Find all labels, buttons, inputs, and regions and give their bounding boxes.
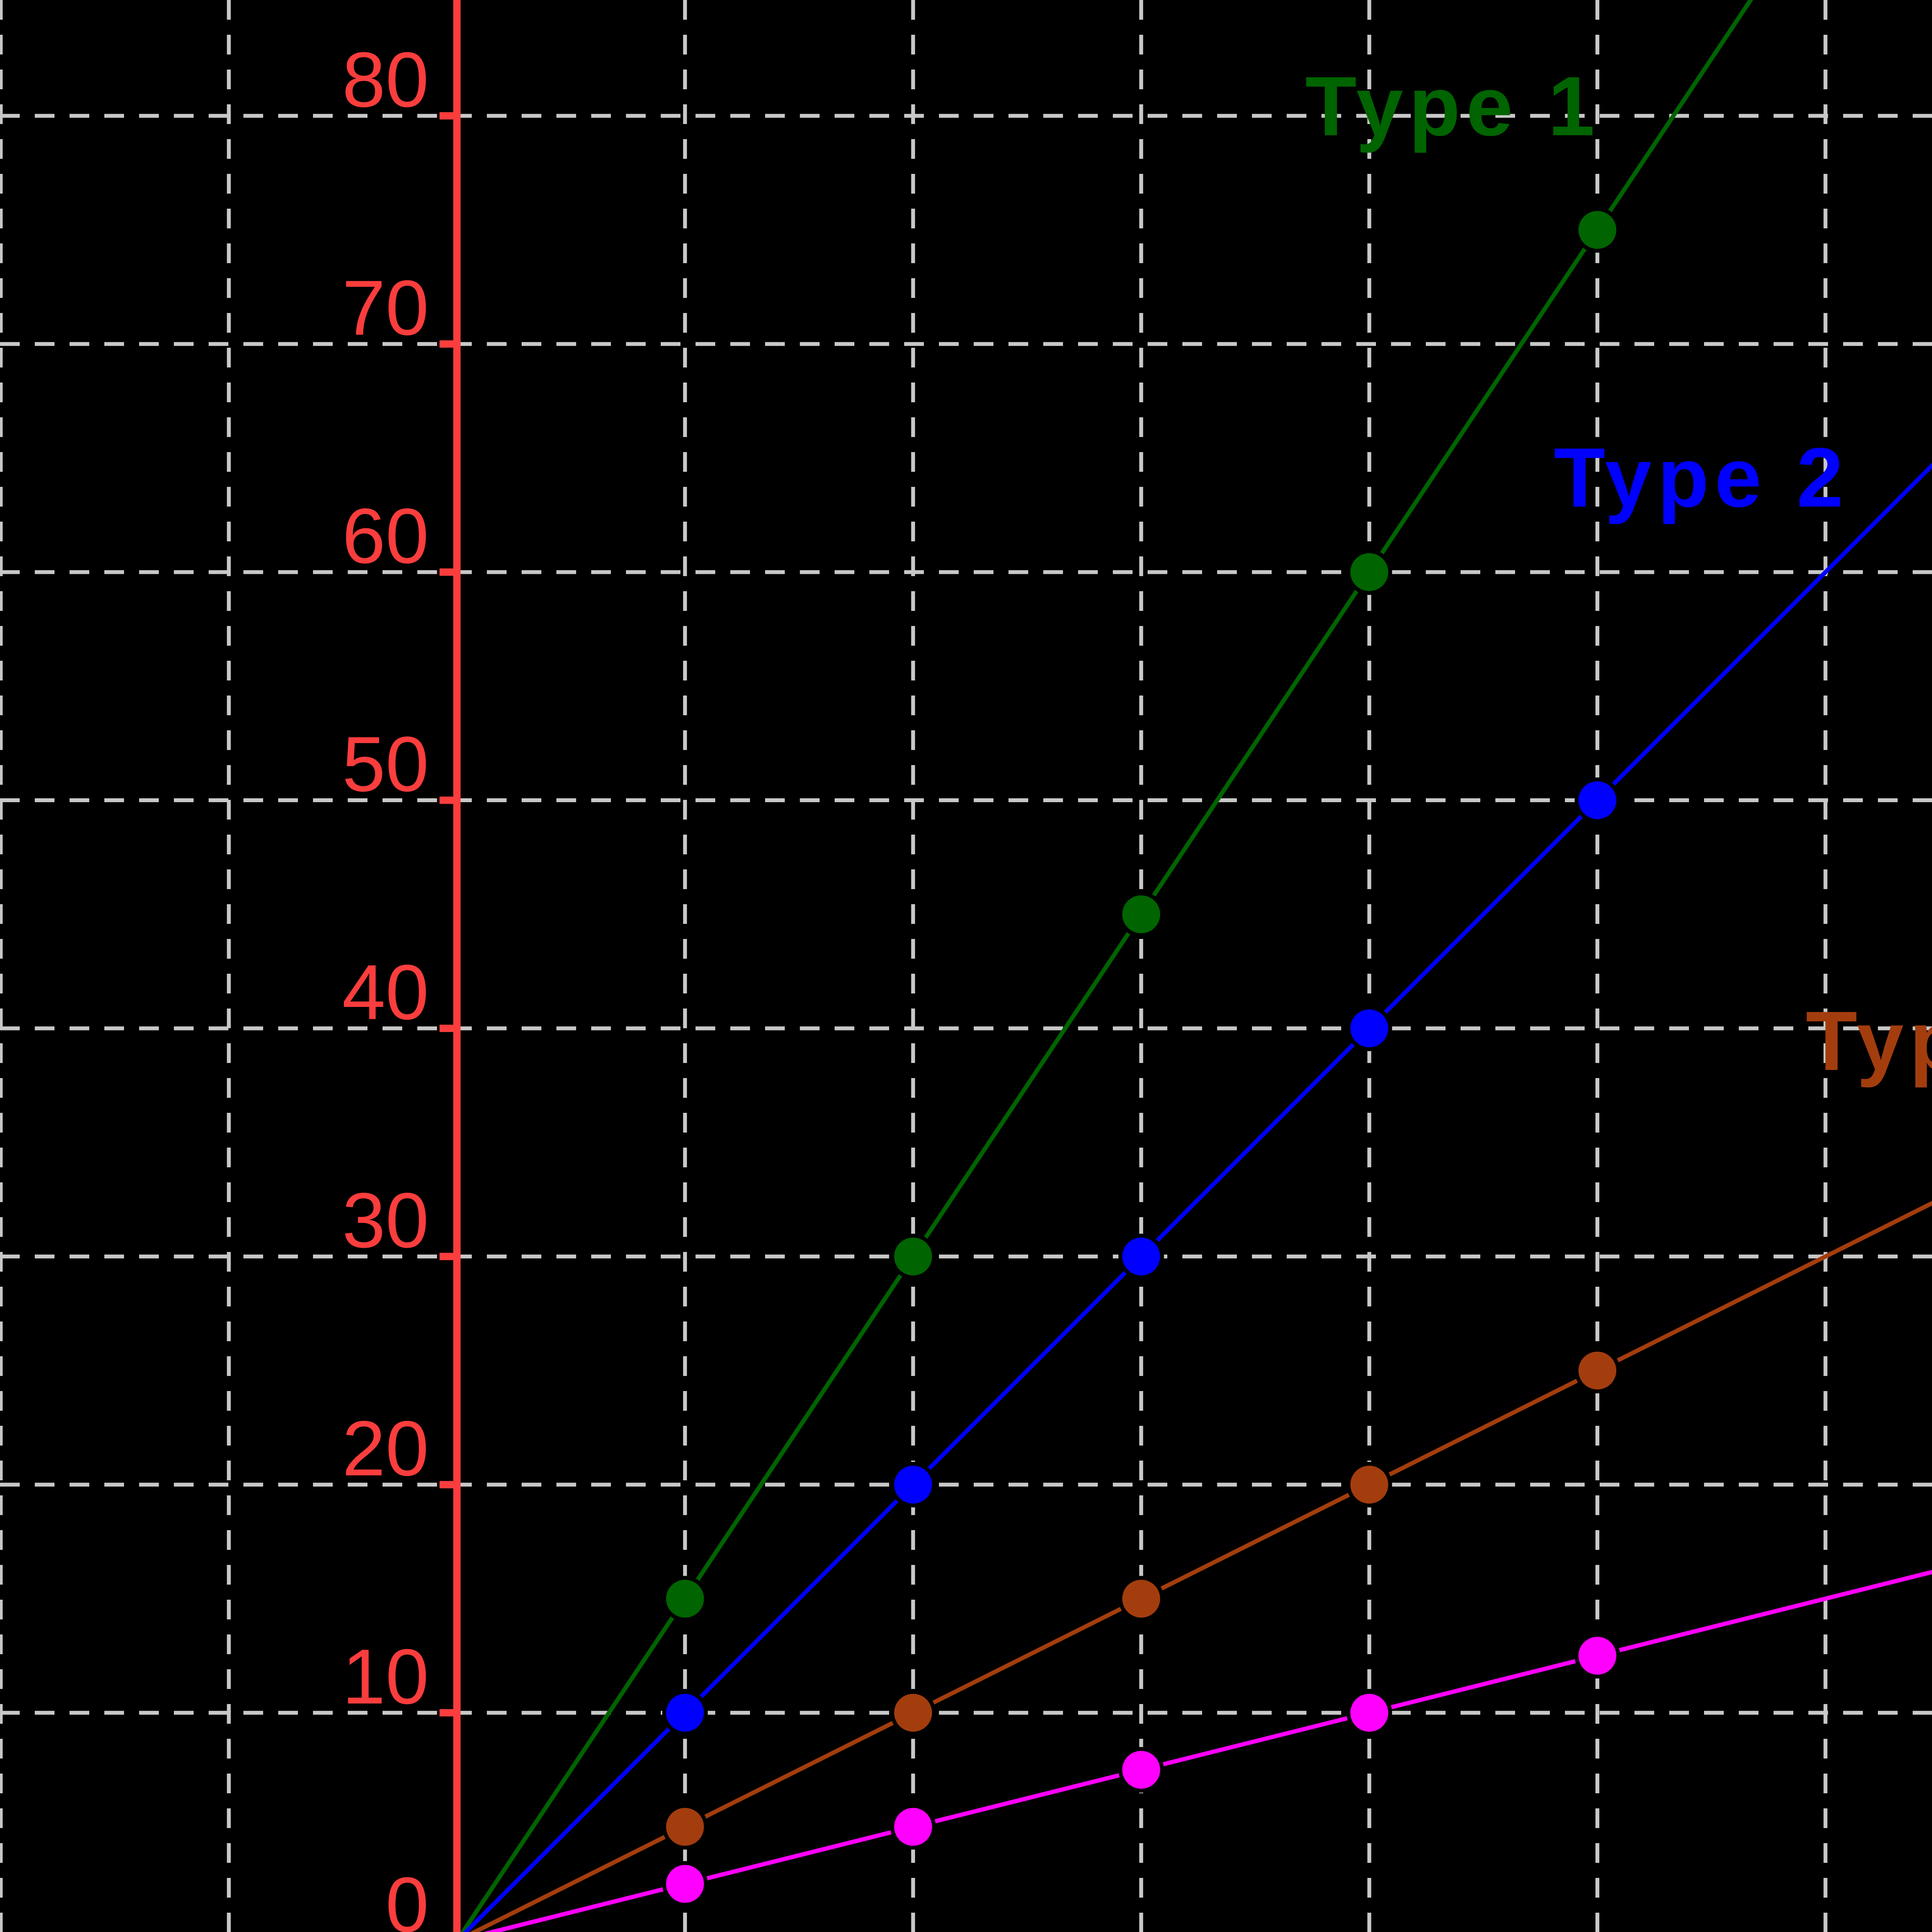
svg-text:30: 30 — [342, 1177, 429, 1264]
svg-text:60: 60 — [342, 492, 429, 580]
svg-text:10: 10 — [342, 1633, 429, 1720]
svg-text:0: 0 — [386, 1861, 429, 1932]
svg-text:80: 80 — [342, 36, 429, 123]
svg-text:20: 20 — [342, 1405, 429, 1492]
svg-text:70: 70 — [342, 264, 429, 351]
svg-text:Type 3: Type 3 — [1806, 994, 1932, 1088]
svg-text:50: 50 — [342, 720, 429, 808]
svg-text:Type 2: Type 2 — [1554, 431, 1849, 525]
svg-text:40: 40 — [342, 948, 429, 1036]
svg-text:Type 1: Type 1 — [1305, 60, 1600, 153]
